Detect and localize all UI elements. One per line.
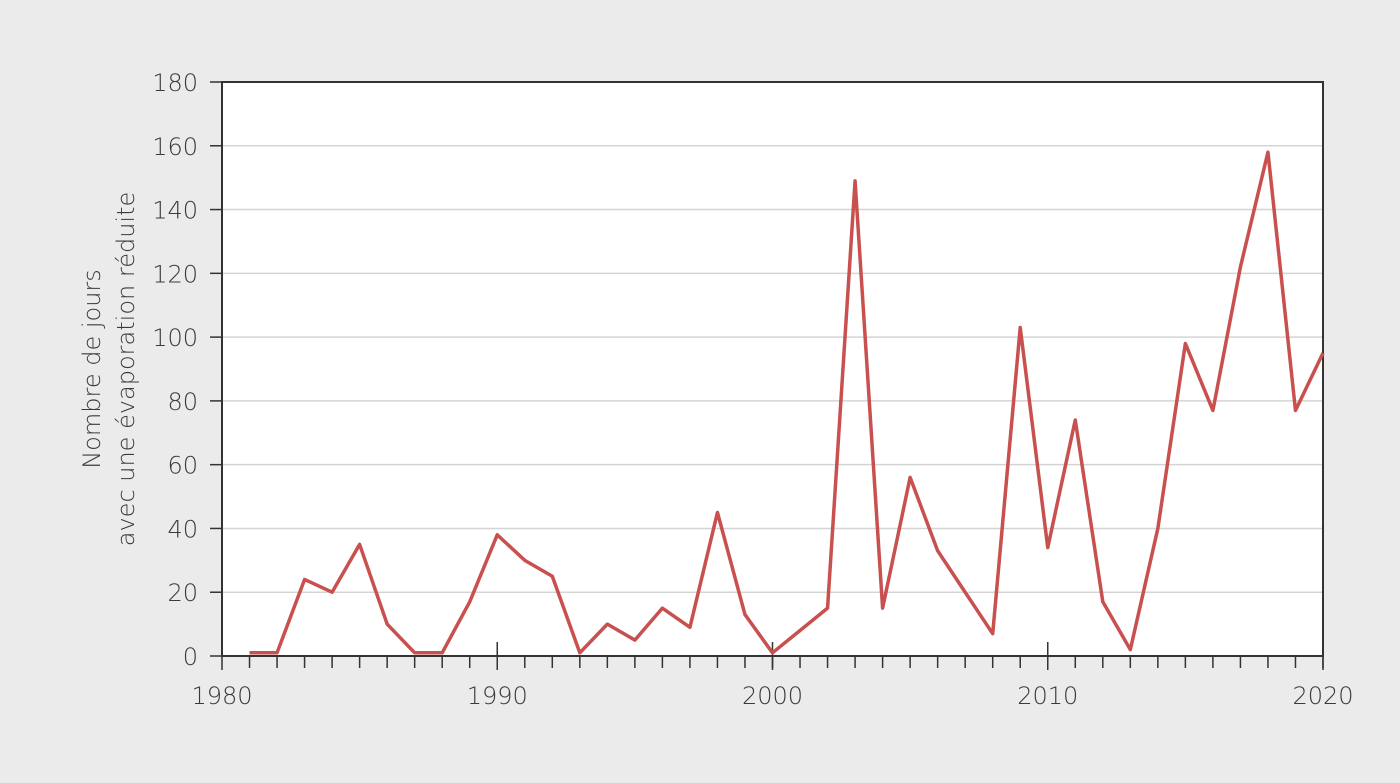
y-label-line: avec une évaporation réduite xyxy=(112,192,140,546)
y-tick-label: 160 xyxy=(152,133,198,161)
x-tick-label: 2020 xyxy=(1292,682,1353,710)
y-tick-label: 120 xyxy=(152,260,198,288)
y-tick-label: 0 xyxy=(183,643,198,671)
x-tick-label: 1980 xyxy=(191,682,252,710)
y-tick-label: 20 xyxy=(167,579,198,607)
x-tick-label: 1990 xyxy=(467,682,528,710)
plot-frame xyxy=(221,81,1324,657)
x-tick-label: 2010 xyxy=(1017,682,1078,710)
y-label-line: Nombre de jours xyxy=(78,269,106,469)
plot-area xyxy=(222,82,1323,656)
x-tick-label: 2000 xyxy=(742,682,803,710)
data-line xyxy=(249,150,1325,655)
y-tick-label: 140 xyxy=(152,197,198,225)
y-tick-label: 40 xyxy=(167,515,198,543)
y-tick-label: 60 xyxy=(167,452,198,480)
y-tick-label: 180 xyxy=(152,69,198,97)
y-axis-label: Nombre de jours avec une évaporation réd… xyxy=(78,192,140,546)
y-tick-label: 80 xyxy=(167,388,198,416)
y-tick-label: 100 xyxy=(152,324,198,352)
